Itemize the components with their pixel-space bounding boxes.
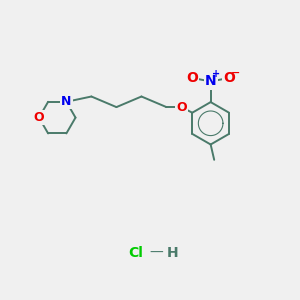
Text: O: O [176,100,187,114]
Text: N: N [205,74,217,88]
Text: O: O [34,111,44,124]
Text: —: — [149,246,163,260]
Text: +: + [212,69,220,80]
Text: −: − [231,68,240,78]
Text: O: O [223,71,235,85]
Text: Cl: Cl [128,246,143,260]
Text: N: N [61,95,72,108]
Text: H: H [166,246,178,260]
Text: O: O [187,71,198,85]
